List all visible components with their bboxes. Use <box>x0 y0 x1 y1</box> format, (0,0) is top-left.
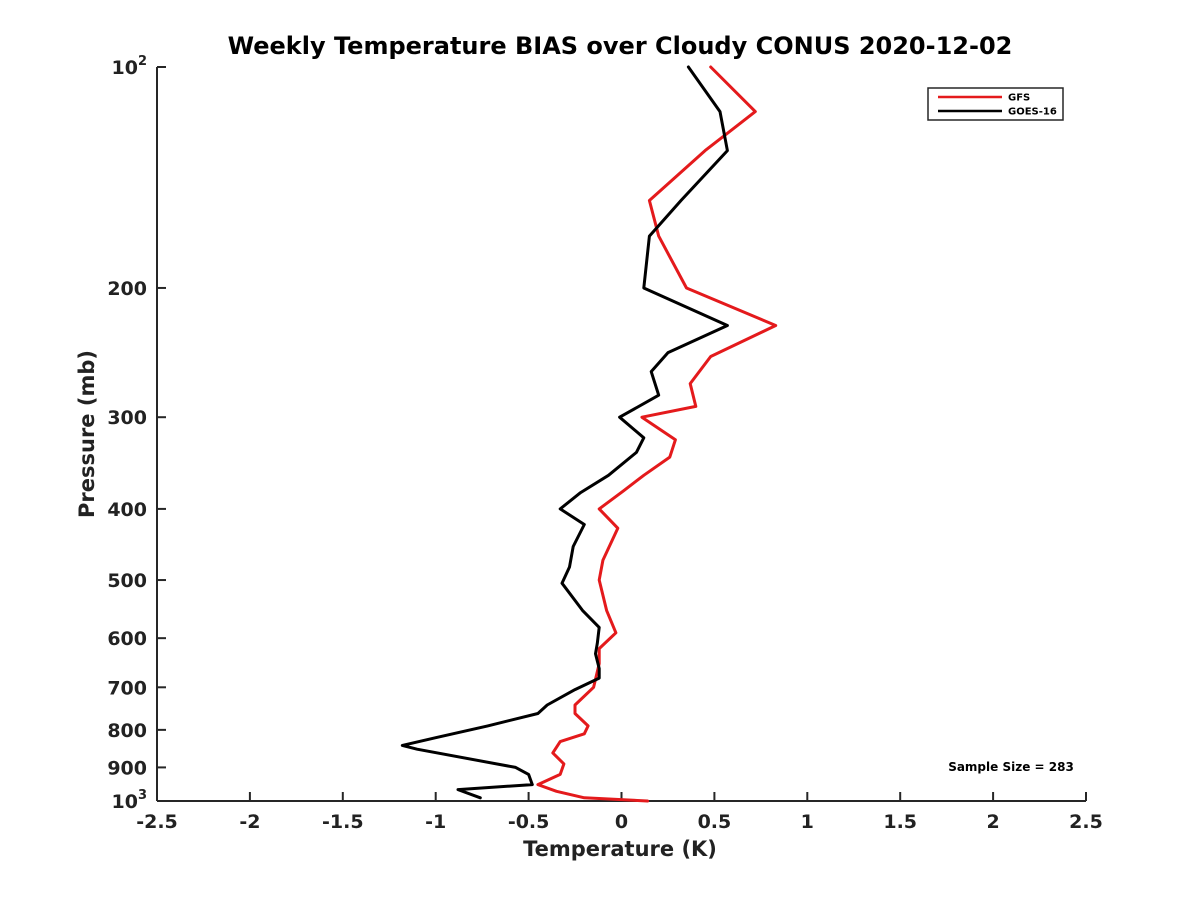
x-axis-label: Temperature (K) <box>523 837 717 861</box>
y-tick-label: 103 <box>112 788 148 813</box>
y-tick-label: 102 <box>112 54 148 79</box>
x-tick-label: 1 <box>801 811 814 833</box>
x-tick-label: 2.5 <box>1069 811 1103 833</box>
x-tick-label: 0 <box>615 811 628 833</box>
x-tick-label: -1.5 <box>322 811 364 833</box>
y-axis-label: Pressure (mb) <box>75 350 99 518</box>
y-tick-label: 400 <box>107 499 147 521</box>
y-ticks: 102 200 300 400 500 600 700 800 900 103 <box>107 54 166 813</box>
x-tick-label: -0.5 <box>508 811 550 833</box>
legend: GFS GOES-16 <box>927 87 1064 121</box>
y-tick-label: 700 <box>107 677 147 699</box>
x-tick-label: -2 <box>239 811 260 833</box>
y-tick-label: 300 <box>107 407 147 429</box>
x-tick-label: -2.5 <box>136 811 178 833</box>
legend-box <box>927 87 1064 121</box>
x-tick-label: -1 <box>425 811 446 833</box>
series-group <box>400 65 778 803</box>
y-tick-label: 800 <box>107 720 147 742</box>
x-tick-label: 0.5 <box>698 811 732 833</box>
legend-label: GOES-16 <box>1008 107 1057 118</box>
sample-size-annotation: Sample Size = 283 <box>948 760 1074 774</box>
y-tick-label: 200 <box>107 278 147 300</box>
legend-label: GFS <box>1008 93 1030 104</box>
x-tick-label: 2 <box>986 811 999 833</box>
chart-title: Weekly Temperature BIAS over Cloudy CONU… <box>228 32 1013 60</box>
y-tick-label: 900 <box>107 757 147 779</box>
y-tick-label: 500 <box>107 570 147 592</box>
series-line-goes-16 <box>400 65 729 800</box>
x-ticks: -2.5 -2 -1.5 -1 -0.5 0 0.5 1 1.5 2 2.5 <box>136 792 1103 833</box>
x-tick-label: 1.5 <box>883 811 917 833</box>
series-line-gfs <box>536 65 778 803</box>
y-tick-label: 600 <box>107 628 147 650</box>
